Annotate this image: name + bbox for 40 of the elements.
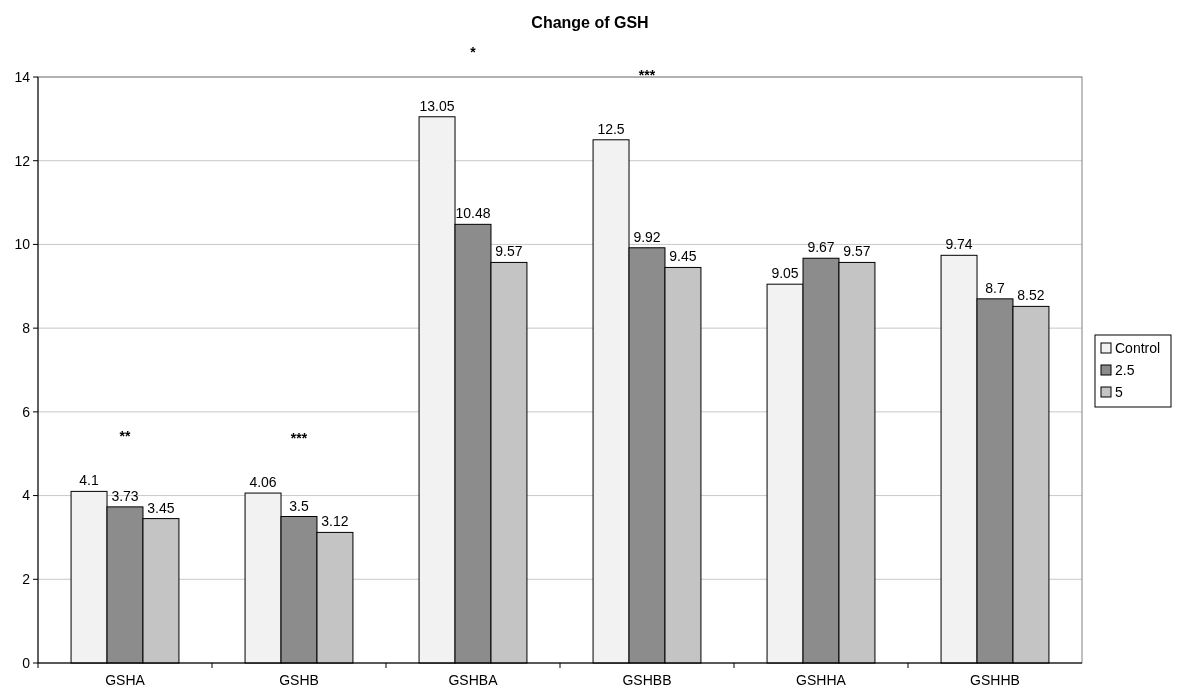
data-label: 3.5	[289, 497, 309, 514]
y-tick-label: 6	[22, 403, 31, 420]
chart-title: Change of GSH	[531, 14, 649, 31]
legend-label: 5	[1115, 383, 1123, 400]
x-tick-label: GSHA	[105, 672, 146, 688]
data-label: 3.73	[111, 487, 139, 504]
y-tick-label: 4	[22, 487, 31, 504]
y-tick-label: 0	[22, 654, 31, 671]
data-label: 9.74	[945, 236, 973, 253]
legend-label: Control	[1115, 339, 1161, 356]
data-label: 3.12	[321, 513, 349, 530]
x-tick-label: GSHHA	[796, 672, 847, 688]
data-label: 4.06	[249, 474, 277, 491]
data-label: 10.48	[455, 205, 491, 222]
data-label: 8.7	[985, 279, 1005, 296]
data-label: 8.52	[1017, 287, 1045, 304]
legend-label: 2.5	[1115, 361, 1135, 378]
text: *	[470, 43, 477, 60]
y-tick-label: 2	[22, 571, 31, 588]
data-label: 4.1	[79, 472, 99, 489]
data-label: 9.57	[495, 243, 523, 260]
y-tick-label: 10	[14, 236, 31, 253]
x-tick-label: GSHHB	[970, 672, 1020, 688]
y-tick-label: 12	[14, 152, 31, 169]
x-tick-label: GSHBB	[622, 672, 672, 688]
annotation: ***	[290, 430, 308, 447]
data-label: 3.45	[147, 499, 175, 516]
data-label: 12.5	[597, 120, 625, 137]
data-label: 9.05	[771, 265, 799, 282]
annotation: ***	[638, 66, 656, 83]
data-label: 13.05	[419, 97, 455, 114]
x-tick-label: GSHBA	[448, 672, 499, 688]
data-label: 9.67	[807, 239, 835, 256]
data-label: 9.57	[843, 243, 871, 260]
annotation: **	[119, 428, 131, 445]
y-tick-label: 14	[14, 68, 31, 85]
data-label: 9.45	[669, 248, 697, 265]
y-tick-label: 8	[22, 320, 31, 337]
data-label: 9.92	[633, 228, 661, 245]
x-tick-label: GSHB	[279, 672, 319, 688]
